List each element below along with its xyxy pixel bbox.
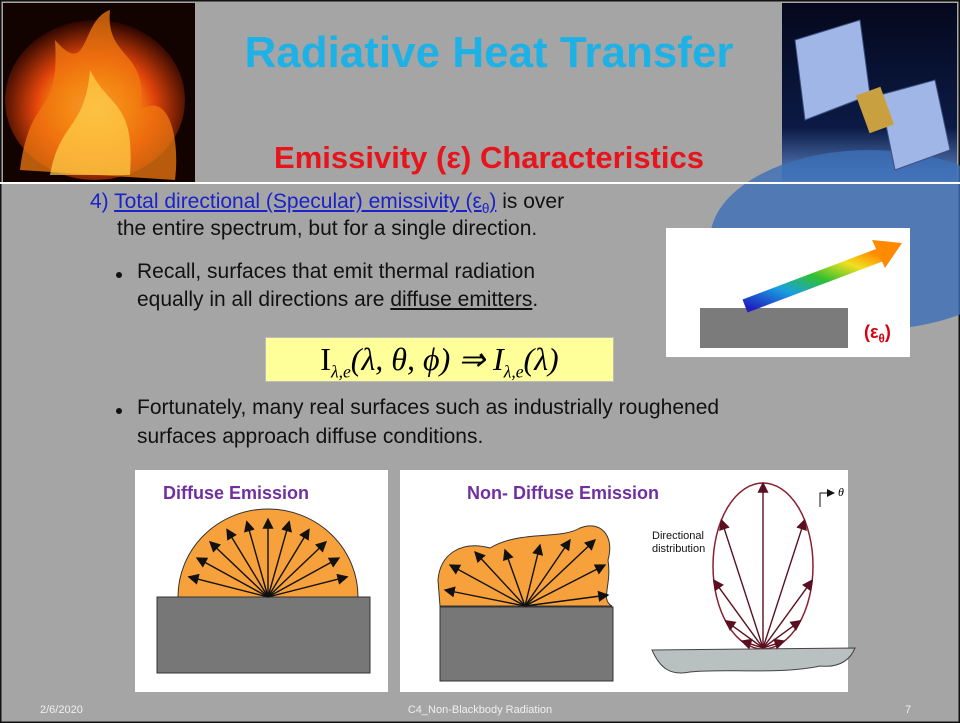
surface [440, 607, 613, 681]
annotation-line: Directional [652, 530, 705, 543]
item-link[interactable]: Total directional (Specular) emissivity … [114, 190, 496, 213]
axis-label: θ [838, 485, 844, 500]
text: (ε [864, 322, 879, 342]
annotation-line: distribution [652, 543, 705, 556]
figure-title: Non- Diffuse Emission [467, 483, 659, 504]
footer-page: 7 [905, 704, 911, 716]
bullet-line: equally in all directions are diffuse em… [137, 288, 538, 312]
inset-label: (εθ) [864, 322, 891, 346]
subtitle: Emissivity (ε) Characteristics [196, 140, 782, 176]
figure-title: Diffuse Emission [163, 483, 309, 504]
bullet-dot [116, 272, 122, 278]
eq-sub: λ,e [504, 361, 524, 381]
eq-part: (λ, θ, ϕ) ⇒ I [351, 341, 504, 377]
eq-part: (λ) [524, 341, 559, 377]
item-line: the entire spectrum, but for a single di… [117, 217, 537, 241]
link-text: Total directional (Specular) emissivity … [114, 190, 482, 213]
bullet-line: surfaces approach diffuse conditions. [137, 425, 483, 449]
item-number: 4) [90, 190, 109, 213]
text: equally in all directions are [137, 288, 390, 311]
text: . [532, 288, 538, 311]
item-line: 4) Total directional (Specular) emissivi… [90, 190, 564, 216]
bullet-dot [116, 408, 122, 414]
item-rest: is over [496, 190, 564, 213]
bullet-line: Fortunately, many real surfaces such as … [137, 396, 719, 420]
equation-box: Iλ,e(λ, θ, ϕ) ⇒ Iλ,e(λ) [265, 337, 614, 382]
fire-image [3, 3, 195, 183]
footer-date: 2/6/2020 [40, 704, 83, 716]
footer-course: C4_Non-Blackbody Radiation [330, 704, 630, 716]
title: Radiative Heat Transfer [196, 28, 782, 78]
eq-sub: λ,e [331, 361, 351, 381]
page: Radiative Heat Transfer Emissivity (ε) C… [0, 0, 960, 723]
underlined-text: diffuse emitters [390, 288, 532, 311]
slide: Radiative Heat Transfer Emissivity (ε) C… [0, 0, 960, 723]
eq-part: I [320, 341, 331, 377]
equation: Iλ,e(λ, θ, ϕ) ⇒ Iλ,e(λ) [266, 340, 613, 382]
text: ) [885, 322, 891, 342]
bullet-line: Recall, surfaces that emit thermal radia… [137, 260, 535, 284]
surface [157, 597, 370, 673]
